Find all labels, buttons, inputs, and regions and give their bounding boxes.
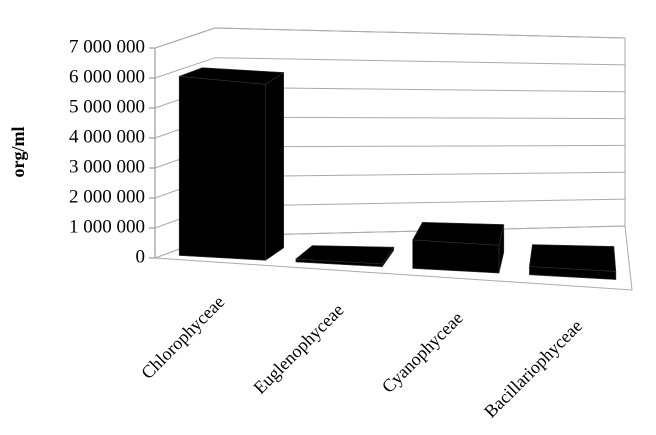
bar-side <box>265 71 285 261</box>
x-tick-label: Chlorophyceae <box>137 292 228 383</box>
y-tick-label: 7 000 000 <box>69 36 145 57</box>
y-tick-label: 4 000 000 <box>69 126 145 147</box>
y-tick-label: 6 000 000 <box>69 66 145 87</box>
bar-top <box>179 67 285 85</box>
bar-top <box>412 221 505 246</box>
y-tick-label: 1 000 000 <box>69 216 145 237</box>
x-tick-label: Euglenophyceae <box>249 300 347 398</box>
grid-line <box>154 57 626 79</box>
x-tick-label: Bacillariophyceae <box>480 316 586 422</box>
x-tick-label: Cyanophyceae <box>378 308 467 397</box>
y-tick-label: 2 000 000 <box>69 186 145 207</box>
y-tick-label: 0 <box>136 246 146 267</box>
bar-top <box>529 244 617 272</box>
y-tick-label: 5 000 000 <box>69 96 145 117</box>
bar-front <box>412 239 500 274</box>
bar-front <box>178 75 266 261</box>
y-tick-label: 3 000 000 <box>69 156 145 177</box>
grid-line <box>154 27 626 49</box>
bar-top <box>295 245 395 265</box>
y-axis-title: org/ml <box>8 127 28 178</box>
